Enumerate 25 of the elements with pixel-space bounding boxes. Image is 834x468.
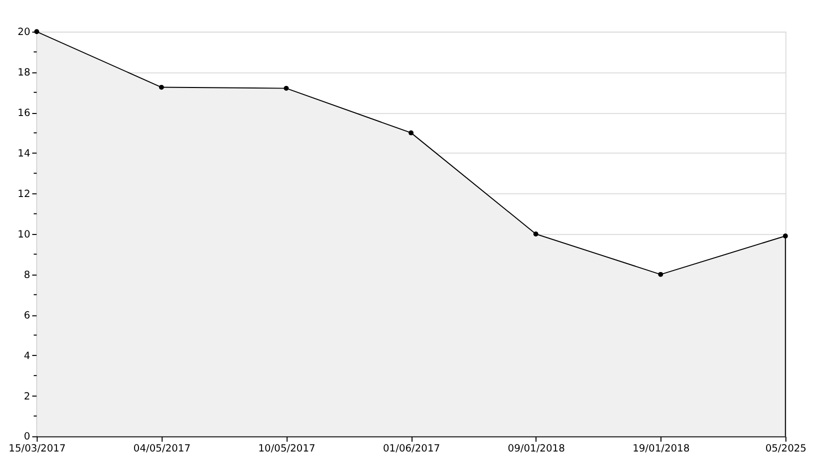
x-tick-label: 15/03/2017: [8, 444, 66, 455]
y-tick-label: 0: [24, 432, 30, 443]
x-tick-label: 04/05/2017: [133, 444, 191, 455]
x-tick-label: 10/05/2017: [258, 444, 316, 455]
x-tick-label: 09/01/2018: [508, 444, 565, 455]
y-tick-label: 16: [18, 108, 30, 120]
x-tick-label: 05/2025: [765, 444, 806, 455]
y-tick-label: 6: [24, 310, 30, 322]
point: [533, 231, 538, 236]
point: [284, 86, 289, 91]
y-tick-label: 14: [18, 148, 30, 160]
y-tick-label: 4: [24, 350, 30, 362]
point: [34, 29, 40, 34]
y-tick-label: 8: [24, 270, 30, 281]
point: [782, 234, 788, 238]
point: [159, 84, 164, 90]
y-tick-label: 18: [18, 68, 30, 79]
y-tick-label: 12: [18, 188, 30, 200]
x-tick-label: 01/06/2017: [382, 444, 440, 455]
point: [408, 130, 414, 136]
y-tick-label: 10: [18, 229, 30, 240]
y-tick-label: 20: [18, 27, 30, 38]
x-tick-label: 19/01/2018: [632, 444, 690, 455]
y-tick-label: 2: [24, 391, 30, 402]
point: [658, 272, 664, 277]
